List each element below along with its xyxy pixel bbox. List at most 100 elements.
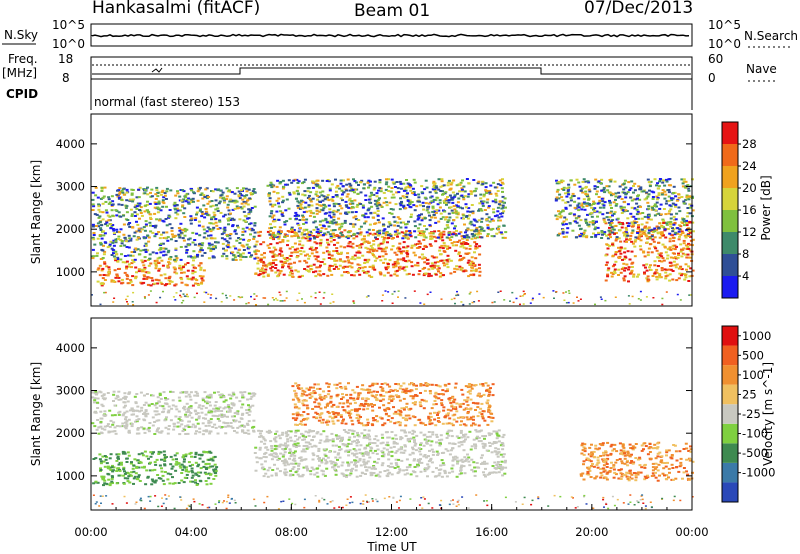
data-cell [614, 232, 618, 234]
data-cell [324, 459, 328, 462]
data-cell [666, 228, 670, 230]
data-cell [328, 208, 332, 211]
data-cell [646, 280, 650, 283]
data-cell [637, 226, 640, 229]
data-cell [290, 231, 294, 233]
data-cell [465, 253, 469, 255]
data-cell [353, 453, 357, 456]
data-cell [430, 461, 434, 464]
data-cell [405, 255, 409, 258]
data-cell [174, 299, 177, 301]
data-cell [657, 192, 661, 195]
data-cell [453, 225, 457, 228]
data-cell [665, 200, 669, 203]
data-cell [147, 430, 151, 433]
data-cell [200, 281, 204, 284]
data-cell [462, 246, 466, 249]
data-cell [95, 254, 99, 257]
data-cell [382, 238, 386, 241]
data-cell [214, 199, 218, 202]
data-cell [103, 279, 107, 281]
data-cell [147, 426, 151, 429]
data-cell [300, 432, 303, 435]
data-cell [557, 197, 561, 200]
data-cell [114, 250, 118, 253]
data-cell [240, 194, 244, 197]
data-cell [338, 228, 341, 231]
data-cell [133, 206, 137, 209]
data-cell [240, 189, 244, 192]
data-cell [608, 216, 612, 219]
data-cell [101, 211, 105, 214]
data-cell [404, 445, 407, 448]
data-cell [460, 187, 464, 190]
data-cell [417, 234, 421, 236]
data-cell [462, 435, 466, 438]
data-cell [686, 246, 690, 248]
data-cell [153, 206, 157, 209]
data-cell [244, 201, 248, 204]
data-cell [274, 445, 278, 448]
data-cell [477, 209, 481, 212]
data-cell [479, 197, 483, 200]
data-cell [278, 182, 282, 185]
data-cell [585, 236, 589, 239]
data-cell [168, 215, 172, 218]
data-cell [126, 400, 130, 403]
data-cell [582, 201, 586, 204]
data-cell [140, 409, 143, 412]
data-cell [252, 430, 256, 433]
data-cell [463, 456, 467, 459]
data-cell [631, 295, 634, 298]
data-cell [320, 461, 324, 464]
data-cell [232, 415, 236, 418]
data-cell [130, 423, 134, 425]
data-cell [677, 254, 681, 257]
data-cell [626, 203, 630, 206]
data-cell [140, 228, 144, 231]
data-cell [581, 202, 585, 205]
data-cell [312, 263, 316, 266]
data-cell [183, 227, 187, 230]
data-cell [492, 211, 496, 214]
data-cell [669, 217, 673, 220]
data-cell [455, 244, 458, 247]
data-cell [447, 258, 451, 261]
data-cell [651, 275, 655, 277]
data-cell [666, 221, 670, 224]
data-cell [314, 226, 318, 229]
data-cell [375, 205, 379, 207]
data-cell [388, 222, 392, 225]
data-cell [216, 228, 220, 230]
data-cell [116, 395, 120, 398]
data-cell [123, 401, 127, 404]
data-cell [618, 185, 622, 188]
data-cell [262, 270, 266, 273]
data-cell [498, 179, 502, 182]
data-cell [317, 195, 321, 198]
data-cell [398, 469, 402, 472]
data-cell [211, 190, 215, 193]
data-cell [602, 217, 606, 220]
data-cell [657, 185, 661, 188]
data-cell [486, 233, 490, 236]
data-cell [296, 200, 300, 203]
data-cell [257, 274, 261, 277]
data-cell [336, 184, 340, 187]
data-cell [238, 197, 242, 200]
data-cell [91, 203, 95, 206]
data-cell [299, 253, 303, 256]
data-cell [361, 269, 365, 272]
data-cell [91, 223, 95, 226]
data-cell [609, 229, 613, 232]
data-cell [261, 260, 265, 263]
data-cell [271, 250, 275, 253]
data-cell [406, 192, 409, 195]
data-cell [339, 197, 343, 200]
data-cell [470, 204, 474, 206]
data-cell [405, 250, 409, 252]
data-cell [350, 187, 354, 190]
data-cell [226, 422, 230, 425]
data-cell [305, 269, 309, 272]
data-cell [405, 223, 409, 226]
